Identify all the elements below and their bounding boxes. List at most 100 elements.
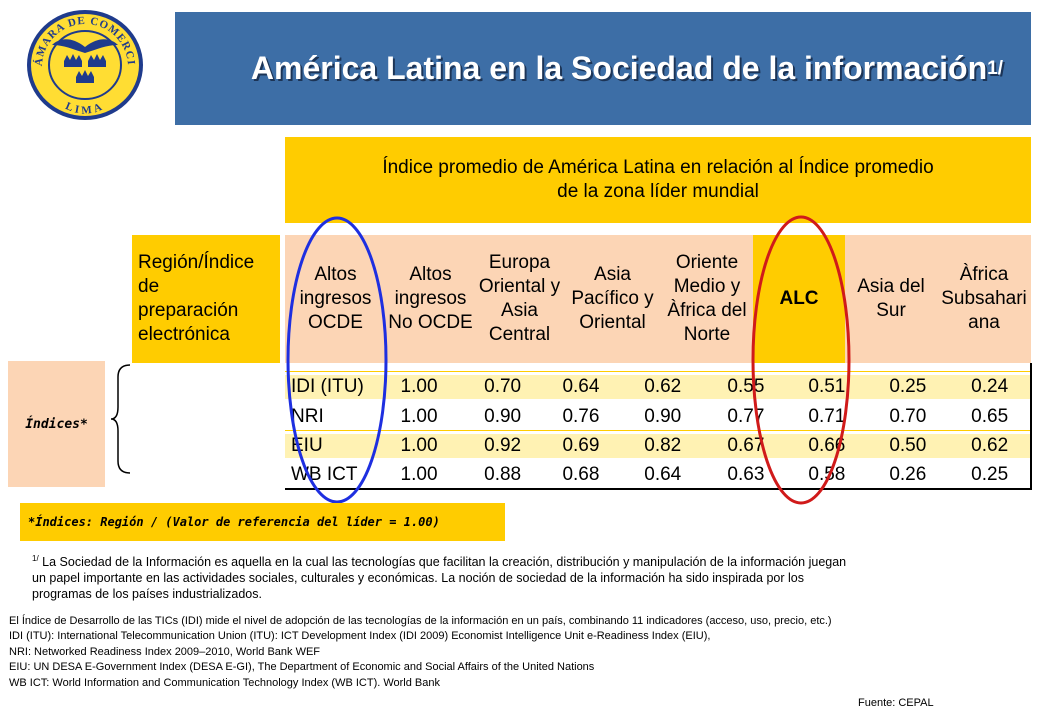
table-cell: 0.51 bbox=[808, 376, 846, 397]
column-header-altos-ingresos-no-ocde: Altos ingresos No OCDE bbox=[386, 235, 475, 363]
page-title-text: América Latina en la Sociedad de la info… bbox=[250, 50, 988, 86]
column-header-line: Europa bbox=[488, 252, 551, 273]
column-header-oriente-medio: Oriente Medio y Àfrica del Norte bbox=[661, 235, 753, 363]
table-cell: 0.64 bbox=[644, 464, 682, 485]
column-header-line: Pacífico y bbox=[571, 288, 654, 309]
column-header-line: Altos bbox=[409, 264, 452, 285]
row-label: IDI (ITU) bbox=[291, 376, 364, 397]
table-cell: 0.25 bbox=[971, 464, 1009, 485]
row-header-label-line: electrónica bbox=[138, 324, 230, 345]
column-header-line: Sur bbox=[876, 300, 906, 321]
table-cell: 0.26 bbox=[889, 464, 927, 485]
column-header-line: ingresos bbox=[299, 288, 372, 309]
definition-line: WB ICT: World Information and Communicat… bbox=[9, 676, 440, 689]
footnote-marker: 1/ bbox=[32, 554, 39, 563]
column-header-line: Àfrica bbox=[959, 264, 1009, 285]
table-cell: 0.24 bbox=[971, 376, 1009, 397]
title-footnote-marker: 1/ bbox=[987, 57, 1003, 79]
table-cell: 1.00 bbox=[400, 435, 438, 456]
column-header-line: OCDE bbox=[308, 312, 363, 333]
column-header-altos-ingresos-ocde: Altos ingresos OCDE bbox=[285, 235, 386, 363]
table-cell: 1.00 bbox=[400, 376, 438, 397]
column-header-line: Subsahari bbox=[941, 288, 1027, 309]
footnote: 1/ La Sociedad de la Información es aque… bbox=[32, 551, 1007, 602]
logo-text-bottom: LIMA bbox=[64, 100, 104, 117]
table-cell: 0.90 bbox=[644, 406, 682, 427]
table-cell: 0.76 bbox=[562, 406, 600, 427]
footnote-line: un papel importante en las actividades s… bbox=[32, 571, 804, 586]
table-cell: 0.63 bbox=[727, 464, 765, 485]
column-header-line: Altos bbox=[314, 264, 357, 285]
column-header-line: Asia del bbox=[857, 276, 925, 297]
table-cell: 0.70 bbox=[484, 376, 522, 397]
row-header-label-line: preparación bbox=[138, 300, 239, 321]
table-cell: 0.25 bbox=[889, 376, 927, 397]
column-header-line: No OCDE bbox=[388, 312, 473, 333]
table-cell: 0.66 bbox=[808, 435, 846, 456]
column-header-asia-pacifico: Asia Pacífico y Oriental bbox=[564, 235, 661, 363]
row-header-label: Región/Índice de preparación electrónica bbox=[132, 235, 280, 363]
column-header-africa-subsahariana: Àfrica Subsahari ana bbox=[937, 235, 1031, 363]
table-cell: 1.00 bbox=[400, 464, 438, 485]
camara-de-comercio-logo: CÁMARA DE COMERCIO LIMA bbox=[20, 5, 143, 120]
table-right-border bbox=[1030, 363, 1032, 489]
table-cell: 0.58 bbox=[808, 464, 846, 485]
table-cell: 0.68 bbox=[562, 464, 600, 485]
table-row: EIU 1.00 0.92 0.69 0.82 0.67 0.66 0.50 0… bbox=[285, 434, 1031, 458]
row-label: NRI bbox=[291, 406, 324, 427]
table-bottom-border bbox=[285, 488, 1032, 490]
column-header-line: Oriente bbox=[675, 252, 739, 273]
indices-definition-note: *Índices: Región / (Valor de referencia … bbox=[20, 503, 505, 541]
table-row: IDI (ITU) 1.00 0.70 0.64 0.62 0.55 0.51 … bbox=[285, 375, 1031, 399]
table-cell: 0.64 bbox=[562, 376, 600, 397]
row-separator bbox=[285, 371, 1031, 372]
header-line-1: Índice promedio de América Latina en rel… bbox=[382, 157, 934, 178]
table-cell: 0.69 bbox=[562, 435, 600, 456]
column-header-line: Oriental bbox=[579, 312, 646, 333]
table-cell: 0.65 bbox=[971, 406, 1009, 427]
table-cell: 1.00 bbox=[400, 406, 438, 427]
column-header-europa-oriental: Europa Oriental y Asia Central bbox=[475, 235, 564, 363]
row-separator bbox=[285, 430, 1031, 431]
row-header-label-line: Región/Índice de bbox=[138, 252, 255, 297]
table-cell: 0.67 bbox=[727, 435, 765, 456]
svg-text:LIMA: LIMA bbox=[64, 100, 107, 117]
page-title: América Latina en la Sociedad de la info… bbox=[175, 12, 1003, 125]
table-cell: 0.70 bbox=[889, 406, 927, 427]
column-header-line: Norte bbox=[683, 324, 731, 345]
table-cell: 0.88 bbox=[484, 464, 522, 485]
header-line-2: de la zona líder mundial bbox=[557, 181, 759, 202]
column-header-line: Central bbox=[488, 324, 551, 345]
column-header-line: Asia bbox=[594, 264, 631, 285]
column-header-line: ingresos bbox=[394, 288, 467, 309]
table-row: WB ICT 1.00 0.88 0.68 0.64 0.63 0.58 0.2… bbox=[285, 463, 1031, 487]
column-header-alc: ALC bbox=[753, 235, 845, 363]
table-row: NRI 1.00 0.90 0.76 0.90 0.77 0.71 0.70 0… bbox=[285, 405, 1031, 429]
footnote-line: programas de los países industrializados… bbox=[32, 587, 262, 602]
table-cell: 0.62 bbox=[644, 376, 682, 397]
definition-line: NRI: Networked Readiness Index 2009–2010… bbox=[9, 645, 321, 658]
index-definitions: El Índice de Desarrollo de las TICs (IDI… bbox=[9, 614, 1034, 691]
table-cell: 0.71 bbox=[808, 406, 846, 427]
column-header-asia-del-sur: Asia del Sur bbox=[845, 235, 937, 363]
definition-line: El Índice de Desarrollo de las TICs (IDI… bbox=[9, 615, 832, 627]
source-credit: Fuente: CEPAL bbox=[858, 697, 934, 709]
table-cell: 0.55 bbox=[727, 376, 765, 397]
row-label: WB ICT bbox=[291, 464, 358, 485]
column-header-line: ALC bbox=[779, 288, 819, 309]
indices-label: Índices* bbox=[8, 361, 105, 487]
table-cell: 0.92 bbox=[484, 435, 522, 456]
table-header-banner: Índice promedio de América Latina en rel… bbox=[285, 137, 1031, 223]
title-banner: América Latina en la Sociedad de la info… bbox=[175, 12, 1031, 125]
column-header-line: Asia bbox=[501, 300, 538, 321]
table-cell: 0.50 bbox=[889, 435, 927, 456]
table-cell: 0.77 bbox=[727, 406, 765, 427]
column-header-line: Oriental y bbox=[478, 276, 561, 297]
column-header-line: Àfrica del bbox=[667, 300, 747, 321]
column-header-line: Medio y bbox=[673, 276, 741, 297]
row-label: EIU bbox=[291, 435, 323, 456]
table-cell: 0.90 bbox=[484, 406, 522, 427]
table-cell: 0.62 bbox=[971, 435, 1009, 456]
table-cell: 0.82 bbox=[644, 435, 682, 456]
footnote-line: La Sociedad de la Información es aquella… bbox=[42, 555, 847, 570]
